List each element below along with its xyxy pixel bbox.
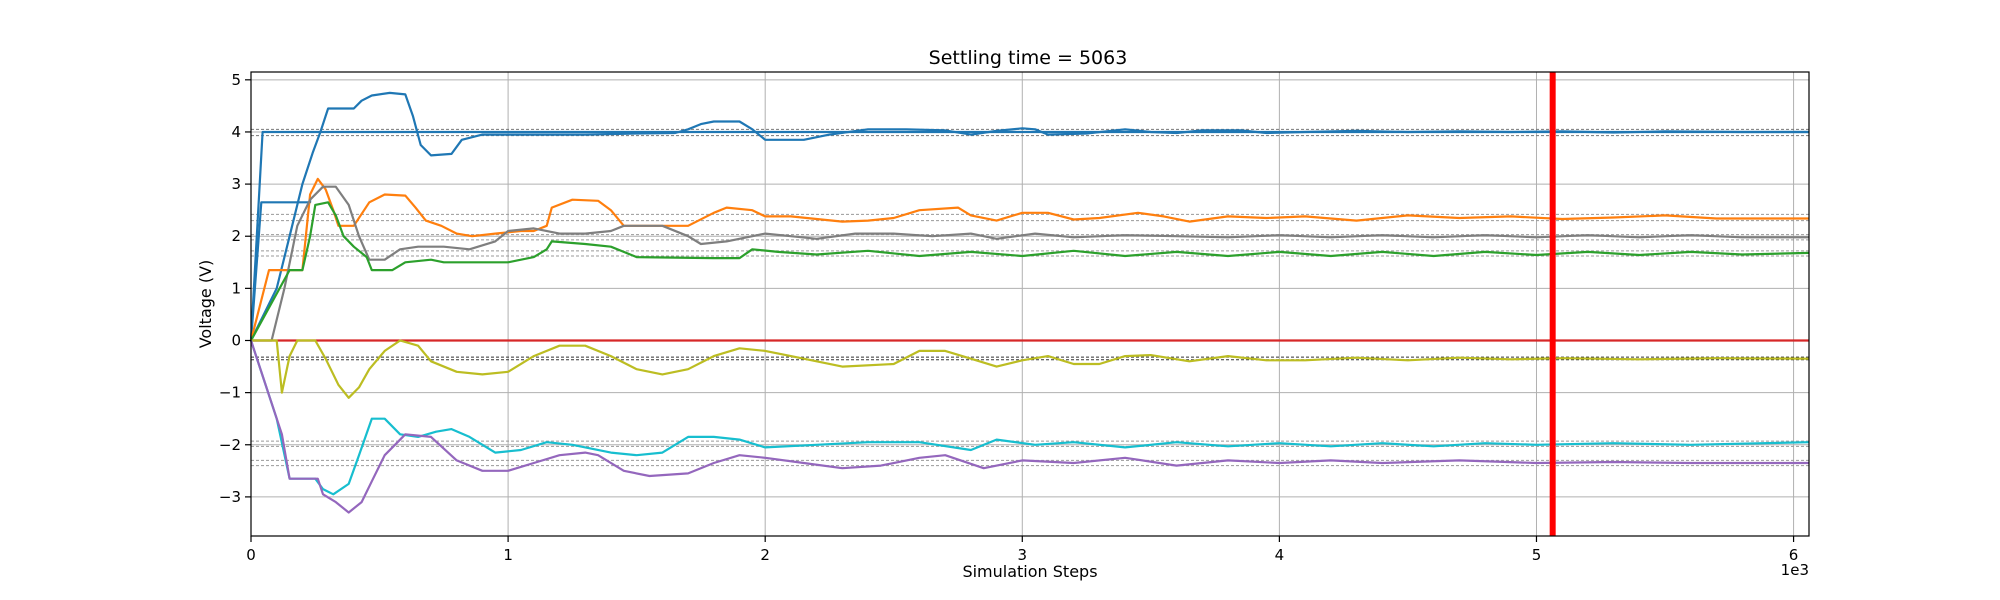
- x-tick-label: 6: [1789, 546, 1799, 564]
- series-line: [249, 177, 1809, 341]
- series-line: [250, 201, 1810, 342]
- plot-frame: [250, 71, 1810, 537]
- grid-layer: [250, 72, 1809, 536]
- y-tick-label: −2: [219, 436, 241, 454]
- x-tick-label: 0: [246, 546, 256, 564]
- x-tick-label: 4: [1275, 546, 1285, 564]
- tick-layer: 0 1 2 3 4 5 6 −3 −2 −1 0 1 2 3 4 5: [219, 71, 1798, 564]
- y-tick-label: 1: [231, 279, 241, 297]
- x-tick-label: 3: [1018, 546, 1028, 564]
- y-tick-label: −3: [219, 488, 241, 506]
- series-line: [249, 340, 1810, 496]
- x-tick-label: 1: [503, 546, 513, 564]
- series-line: [251, 185, 1809, 342]
- x-tick-label: 2: [760, 546, 770, 564]
- x-offset-label: 1e3: [1781, 561, 1809, 579]
- y-tick-label: 3: [231, 175, 241, 193]
- y-tick-label: 4: [231, 123, 241, 141]
- series-layer: [249, 91, 1810, 514]
- chart-title: Settling time = 5063: [929, 47, 1128, 69]
- series-line: [249, 340, 1809, 514]
- series-line: [250, 91, 1809, 341]
- y-axis-label: Voltage (V): [196, 260, 215, 349]
- y-tick-label: 2: [231, 227, 241, 245]
- series-line: [251, 339, 1810, 399]
- x-axis-label: Simulation Steps: [962, 562, 1097, 581]
- x-tick-label: 5: [1532, 546, 1542, 564]
- y-tick-label: 5: [231, 71, 241, 89]
- y-tick-label: 0: [231, 331, 241, 349]
- reference-lines: [251, 128, 1809, 467]
- y-tick-label: −1: [219, 384, 241, 402]
